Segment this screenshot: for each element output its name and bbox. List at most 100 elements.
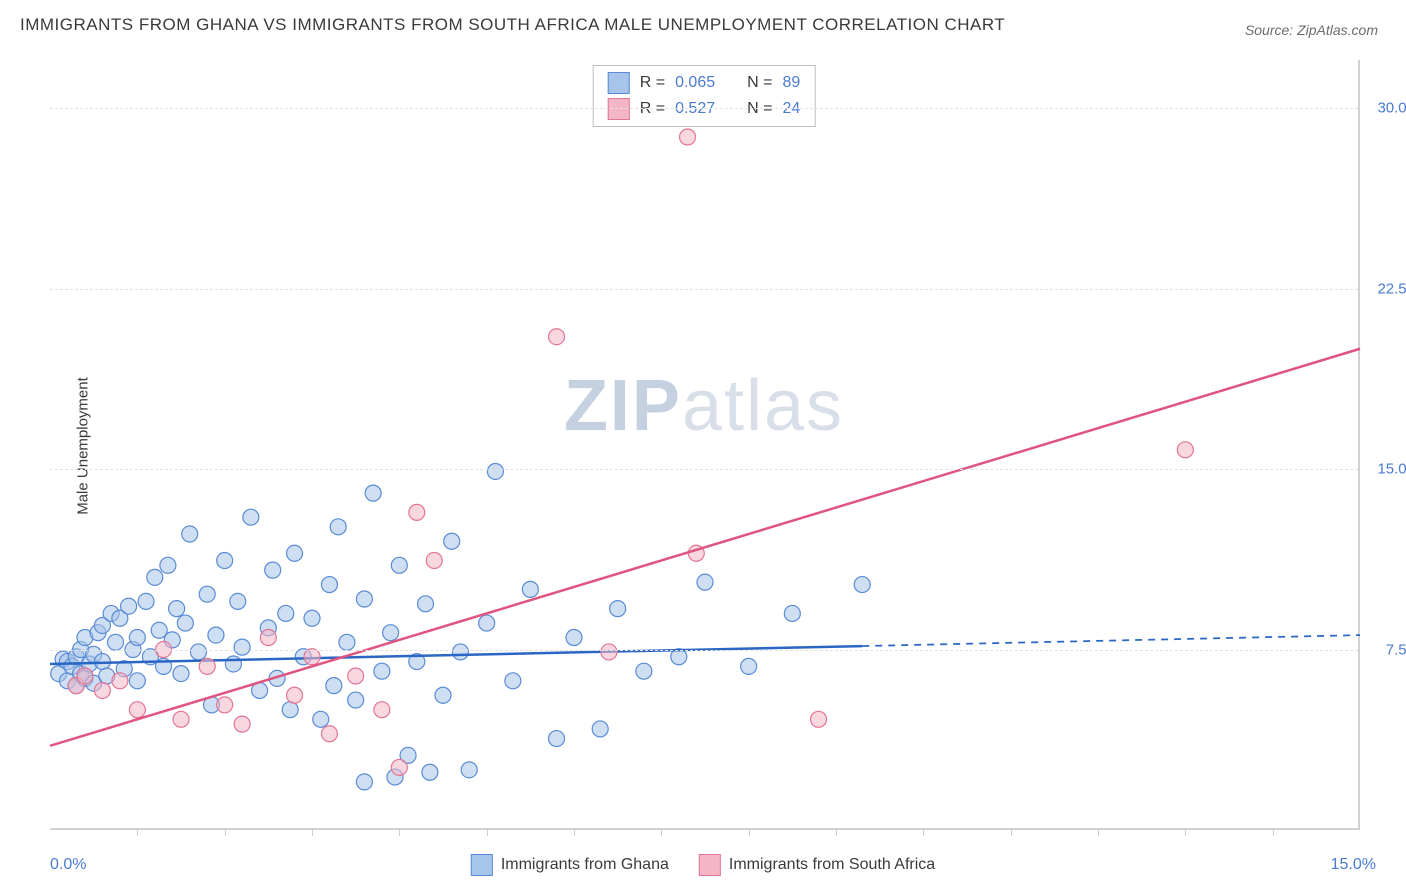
data-point: [461, 762, 477, 778]
data-point: [321, 726, 337, 742]
data-point: [260, 630, 276, 646]
data-point: [680, 129, 696, 145]
data-point: [811, 711, 827, 727]
data-point: [784, 605, 800, 621]
data-point: [160, 557, 176, 573]
data-point: [121, 598, 137, 614]
data-point: [422, 764, 438, 780]
data-point: [278, 605, 294, 621]
data-point: [452, 644, 468, 660]
data-point: [234, 716, 250, 732]
chart-title: IMMIGRANTS FROM GHANA VS IMMIGRANTS FROM…: [20, 15, 1005, 35]
y-tick-label: 30.0%: [1377, 100, 1406, 117]
data-point: [339, 634, 355, 650]
plot-area: ZIPatlas R =0.065N =89R =0.527N =24 7.5%…: [50, 60, 1360, 830]
n-label: N =: [747, 74, 772, 92]
x-tick: [1185, 828, 1186, 836]
data-point: [522, 581, 538, 597]
data-point: [230, 593, 246, 609]
data-point: [77, 668, 93, 684]
data-point: [1177, 442, 1193, 458]
x-tick: [836, 828, 837, 836]
data-point: [138, 593, 154, 609]
x-tick: [1098, 828, 1099, 836]
data-point: [282, 702, 298, 718]
data-point: [287, 545, 303, 561]
data-point: [265, 562, 281, 578]
x-tick: [312, 828, 313, 836]
correlation-legend-row: R = 0.065 N = 89: [608, 70, 801, 96]
series-legend: Immigrants from Ghana Immigrants from Sou…: [471, 854, 935, 876]
x-tick: [225, 828, 226, 836]
trend-line: [50, 349, 1360, 746]
data-point: [444, 533, 460, 549]
data-point: [348, 692, 364, 708]
data-point: [287, 687, 303, 703]
correlation-legend: R =0.065N =89R =0.527N =24: [593, 65, 816, 127]
chart-container: IMMIGRANTS FROM GHANA VS IMMIGRANTS FROM…: [0, 0, 1406, 892]
r-value: 0.065: [675, 74, 715, 92]
source-attribution: Source: ZipAtlas.com: [1245, 22, 1378, 38]
data-point: [592, 721, 608, 737]
data-point: [418, 596, 434, 612]
data-point: [610, 601, 626, 617]
data-point: [173, 666, 189, 682]
legend-item: Immigrants from Ghana: [471, 854, 669, 876]
data-point: [601, 644, 617, 660]
data-point: [505, 673, 521, 689]
x-tick: [661, 828, 662, 836]
legend-label: Immigrants from South Africa: [729, 856, 935, 874]
data-point: [549, 731, 565, 747]
data-point: [479, 615, 495, 631]
data-point: [112, 673, 128, 689]
data-point: [391, 759, 407, 775]
data-point: [348, 668, 364, 684]
data-point: [549, 329, 565, 345]
data-point: [243, 509, 259, 525]
n-value: 89: [782, 74, 800, 92]
data-point: [217, 697, 233, 713]
data-point: [108, 634, 124, 650]
legend-item: Immigrants from South Africa: [699, 854, 935, 876]
gridline-h: [50, 108, 1358, 109]
data-point: [426, 553, 442, 569]
legend-swatch: [608, 72, 630, 94]
data-point: [356, 774, 372, 790]
data-point: [129, 702, 145, 718]
data-point: [383, 625, 399, 641]
gridline-h: [50, 469, 1358, 470]
data-point: [208, 627, 224, 643]
legend-swatch: [699, 854, 721, 876]
data-point: [374, 702, 390, 718]
data-point: [409, 504, 425, 520]
x-tick: [487, 828, 488, 836]
data-point: [199, 658, 215, 674]
data-point: [304, 610, 320, 626]
data-point: [391, 557, 407, 573]
data-point: [374, 663, 390, 679]
legend-label: Immigrants from Ghana: [501, 856, 669, 874]
x-tick: [923, 828, 924, 836]
data-point: [356, 591, 372, 607]
x-tick: [1273, 828, 1274, 836]
legend-swatch: [471, 854, 493, 876]
x-tick: [137, 828, 138, 836]
r-label: R =: [640, 74, 665, 92]
data-point: [741, 658, 757, 674]
gridline-h: [50, 650, 1358, 651]
data-point: [636, 663, 652, 679]
y-tick-label: 22.5%: [1377, 280, 1406, 297]
x-tick: [1011, 828, 1012, 836]
data-point: [190, 644, 206, 660]
data-point: [697, 574, 713, 590]
data-point: [217, 553, 233, 569]
data-point: [304, 649, 320, 665]
data-point: [330, 519, 346, 535]
data-point: [854, 577, 870, 593]
y-tick-label: 7.5%: [1386, 641, 1406, 658]
x-tick: [399, 828, 400, 836]
data-point: [129, 630, 145, 646]
x-tick: [749, 828, 750, 836]
data-point: [173, 711, 189, 727]
trend-line-dashed: [862, 635, 1360, 646]
